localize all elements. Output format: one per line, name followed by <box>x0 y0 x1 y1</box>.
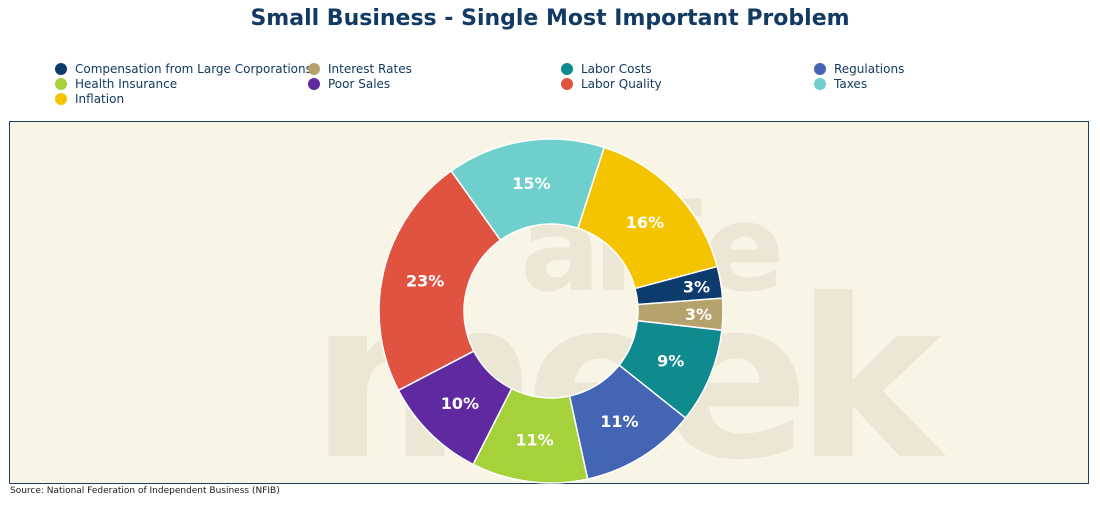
legend-label: Taxes <box>834 76 868 91</box>
slice-label: 15% <box>512 174 550 193</box>
donut-chart: 16% 3% 3% 9% 11% 11% 10% 23% 15% <box>378 138 724 484</box>
legend-label: Inflation <box>75 91 125 106</box>
legend-label: Health Insurance <box>75 76 178 91</box>
slice-label: 23% <box>406 272 444 291</box>
slice-label: 9% <box>657 351 684 370</box>
legend-item[interactable]: Labor Costs <box>561 61 814 76</box>
legend-item[interactable]: Poor Sales <box>308 76 561 91</box>
legend-marker <box>814 62 826 75</box>
slice-label: 11% <box>600 412 638 431</box>
legend-marker <box>814 77 826 90</box>
donut-slice[interactable] <box>450 138 606 242</box>
legend-marker <box>561 62 573 75</box>
slice-label: 3% <box>685 305 712 324</box>
legend-item[interactable]: Taxes <box>814 76 1067 91</box>
legend-item[interactable]: Health Insurance <box>55 76 308 91</box>
legend: Compensation from Large Corporations Inte… <box>55 61 1095 106</box>
legend-item[interactable]: Compensation from Large Corporations <box>55 61 312 76</box>
legend-marker <box>308 77 320 90</box>
slice-label: 16% <box>626 213 664 232</box>
legend-marker <box>55 62 67 75</box>
chart-title: Small Business - Single Most Important P… <box>250 6 850 31</box>
legend-marker <box>308 62 320 75</box>
plot-area: alfie meek 16%3%3%9%11%11%10%23%15% <box>9 121 1089 490</box>
legend-label: Interest Rates <box>328 61 412 76</box>
slice-label: 11% <box>515 430 553 449</box>
legend-label: Compensation from Large Corporations <box>75 61 312 76</box>
legend-item[interactable]: Labor Quality <box>561 76 814 91</box>
legend-item[interactable]: Regulations <box>814 61 1067 76</box>
slice-label: 3% <box>683 277 710 296</box>
legend-item[interactable]: Inflation <box>55 91 308 106</box>
legend-item[interactable]: Interest Rates <box>308 61 561 76</box>
legend-label: Labor Costs <box>581 61 652 76</box>
legend-marker <box>561 77 573 90</box>
legend-label: Regulations <box>834 61 905 76</box>
legend-marker <box>55 77 67 90</box>
legend-label: Labor Quality <box>581 76 662 91</box>
donut-slice[interactable] <box>378 169 502 392</box>
legend-label: Poor Sales <box>328 76 391 91</box>
source-note: Source: National Federation of Independe… <box>10 486 280 496</box>
legend-marker <box>55 92 67 105</box>
slice-label: 10% <box>441 394 479 413</box>
